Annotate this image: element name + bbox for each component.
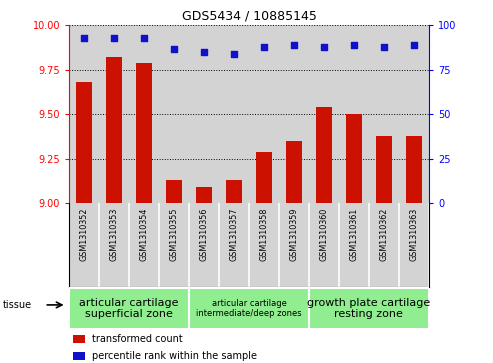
Bar [316,107,332,203]
Bar [76,82,92,203]
Text: growth plate cartilage
resting zone: growth plate cartilage resting zone [307,298,430,319]
Bar [72,351,85,360]
Bar [189,288,309,329]
Text: GSM1310356: GSM1310356 [200,207,209,261]
Point [170,46,178,52]
Point [230,51,238,57]
Text: GSM1310354: GSM1310354 [140,207,148,261]
Point [260,44,268,50]
Point [290,42,298,48]
Bar [106,57,122,203]
Point [200,49,208,55]
Text: GSM1310353: GSM1310353 [109,207,118,261]
Bar [72,335,85,343]
Bar [256,152,272,203]
Text: GSM1310361: GSM1310361 [350,207,358,261]
Text: GSM1310358: GSM1310358 [259,207,269,261]
Point [80,35,88,41]
Point [380,44,388,50]
Text: GSM1310359: GSM1310359 [289,207,298,261]
Bar [226,180,242,203]
Bar [286,141,302,203]
Text: articular cartilage
intermediate/deep zones: articular cartilage intermediate/deep zo… [196,299,302,318]
Bar [376,136,392,203]
Text: tissue: tissue [2,300,32,310]
Bar [196,187,212,203]
Point [140,35,148,41]
Text: GSM1310362: GSM1310362 [380,207,388,261]
Bar [136,63,152,203]
Text: articular cartilage
superficial zone: articular cartilage superficial zone [79,298,179,319]
Text: GSM1310360: GSM1310360 [319,207,328,261]
Text: transformed count: transformed count [92,334,183,344]
Point [110,35,118,41]
Text: GSM1310355: GSM1310355 [170,207,178,261]
Text: GSM1310363: GSM1310363 [409,207,419,261]
Bar [69,288,189,329]
Text: GSM1310357: GSM1310357 [229,207,239,261]
Point [410,42,418,48]
Text: GSM1310352: GSM1310352 [79,207,89,261]
Point [320,44,328,50]
Bar [166,180,182,203]
Point [350,42,358,48]
Text: percentile rank within the sample: percentile rank within the sample [92,351,257,361]
Text: GDS5434 / 10885145: GDS5434 / 10885145 [181,9,317,22]
Bar [346,114,362,203]
Bar [406,136,422,203]
Bar [309,288,429,329]
